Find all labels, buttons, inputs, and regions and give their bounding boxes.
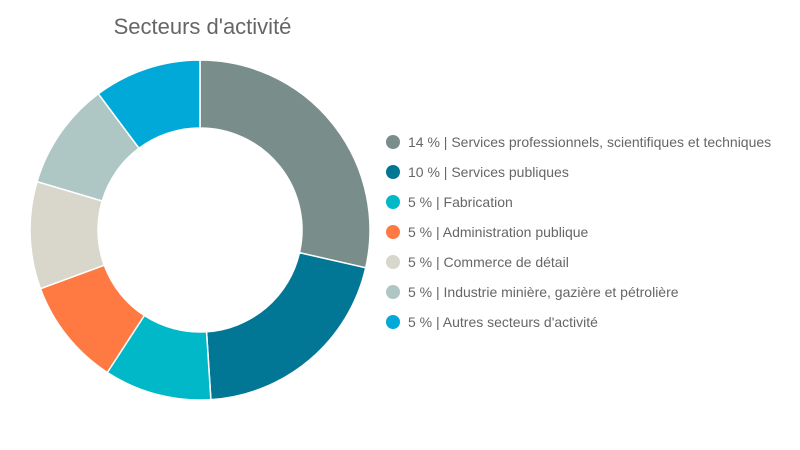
donut-slice-6[interactable] xyxy=(97,59,201,150)
legend-swatch-icon xyxy=(386,255,400,269)
legend-item-2[interactable]: 5 % | Fabrication xyxy=(386,187,771,217)
legend-item-4[interactable]: 5 % | Commerce de détail xyxy=(386,247,771,277)
donut-slice-0[interactable] xyxy=(199,59,371,269)
legend-item-1[interactable]: 10 % | Services publiques xyxy=(386,157,771,187)
donut-chart xyxy=(29,59,371,401)
legend-label: 14 % | Services professionnels, scientif… xyxy=(408,134,772,150)
donut-slice-1[interactable] xyxy=(205,251,367,401)
legend-swatch-icon xyxy=(386,225,400,239)
chart-title: Secteurs d'activité xyxy=(113,14,292,39)
legend-label: 5 % | Fabrication xyxy=(408,194,513,210)
legend-swatch-icon xyxy=(386,195,400,209)
legend-swatch-icon xyxy=(386,315,400,329)
legend-item-6[interactable]: 5 % | Autres secteurs d'activité xyxy=(386,307,771,337)
legend-swatch-icon xyxy=(386,165,400,179)
legend-label: 5 % | Autres secteurs d'activité xyxy=(408,314,598,330)
chart-legend: 14 % | Services professionnels, scientif… xyxy=(386,127,771,337)
legend-swatch-icon xyxy=(386,285,400,299)
legend-label: 5 % | Commerce de détail xyxy=(408,254,569,270)
legend-label: 5 % | Industrie minière, gazière et pétr… xyxy=(408,284,679,300)
legend-item-5[interactable]: 5 % | Industrie minière, gazière et pétr… xyxy=(386,277,771,307)
legend-swatch-icon xyxy=(386,135,400,149)
legend-label: 10 % | Services publiques xyxy=(408,164,569,180)
legend-item-0[interactable]: 14 % | Services professionnels, scientif… xyxy=(386,127,771,157)
legend-item-3[interactable]: 5 % | Administration publique xyxy=(386,217,771,247)
legend-label: 5 % | Administration publique xyxy=(408,224,589,240)
